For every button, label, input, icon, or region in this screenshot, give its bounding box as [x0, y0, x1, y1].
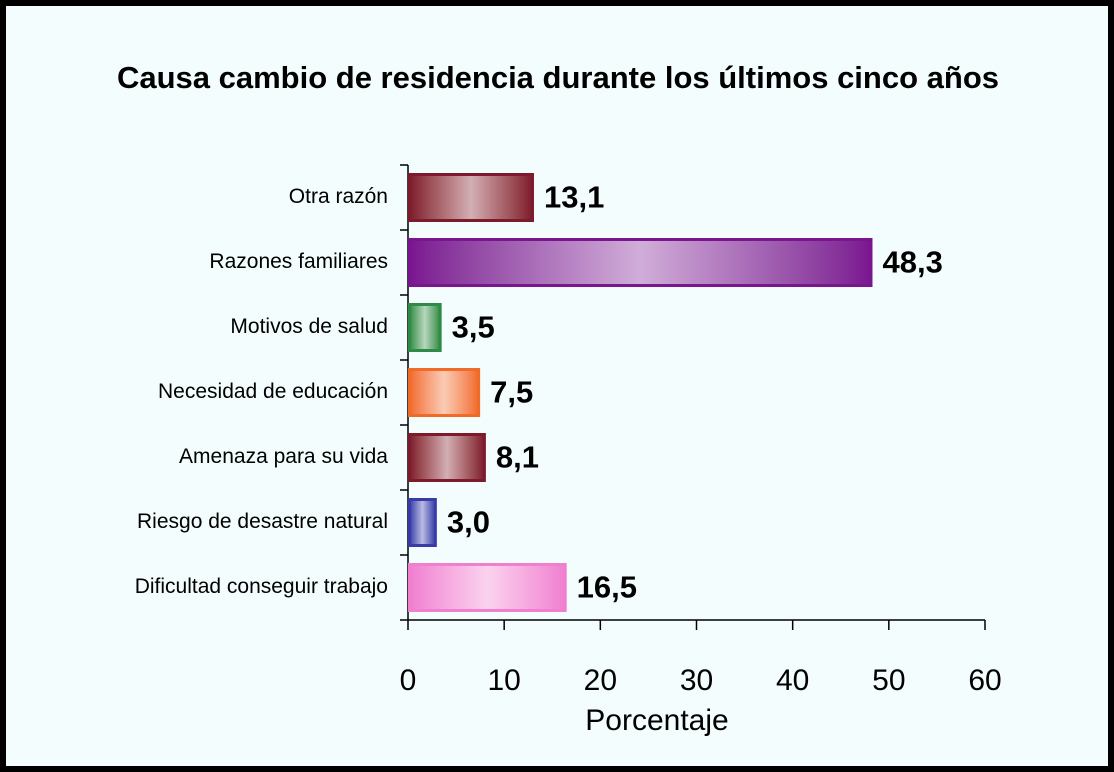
data-label: 3,0	[447, 505, 490, 540]
y-tick-label: Motivos de salud	[230, 315, 388, 338]
x-tick-label: 30	[680, 664, 713, 697]
x-tick-label: 40	[776, 664, 809, 697]
x-tick-label: 10	[487, 664, 520, 697]
x-tick-label: 0	[400, 664, 417, 697]
bar	[408, 238, 873, 287]
x-tick-label: 50	[872, 664, 905, 697]
data-label: 7,5	[490, 375, 533, 410]
chart-title: Causa cambio de residencia durante los ú…	[117, 60, 999, 95]
data-label: 13,1	[544, 180, 604, 215]
y-tick-label: Riesgo de desastre natural	[137, 510, 388, 533]
bar	[408, 368, 481, 417]
y-tick-label: Razones familiares	[209, 250, 388, 273]
x-tick-label: 60	[968, 664, 1001, 697]
y-tick-label: Otra razón	[289, 185, 388, 208]
data-label: 3,5	[452, 310, 495, 345]
data-label: 16,5	[577, 570, 637, 605]
x-axis-title: Porcentaje	[585, 704, 728, 737]
bar	[408, 498, 437, 547]
bar	[408, 433, 486, 482]
data-label: 8,1	[496, 440, 539, 475]
x-tick-label: 20	[584, 664, 617, 697]
bar	[408, 303, 442, 352]
y-tick-label: Necesidad de educación	[158, 380, 388, 403]
y-tick-label: Dificultad conseguir trabajo	[135, 575, 388, 598]
bar	[408, 173, 534, 222]
y-tick-label: Amenaza para su vida	[179, 445, 388, 468]
data-label: 48,3	[882, 245, 942, 280]
bar	[408, 563, 567, 612]
